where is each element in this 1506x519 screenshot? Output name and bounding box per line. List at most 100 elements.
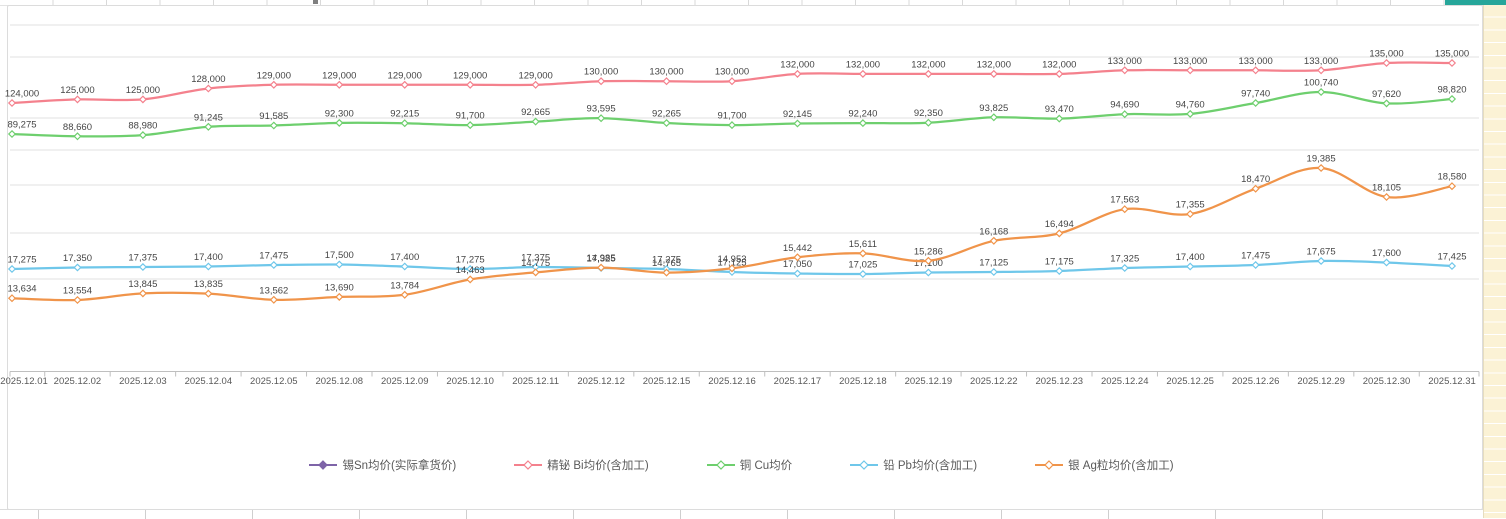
data-point-marker[interactable] — [1447, 94, 1457, 104]
x-axis-label[interactable]: 2025.12.26 — [1232, 376, 1280, 387]
data-point-marker[interactable] — [269, 295, 278, 304]
x-axis-label[interactable]: 2025.12.01 — [0, 376, 48, 387]
data-point-marker[interactable] — [989, 113, 998, 122]
data-point-marker[interactable] — [989, 267, 998, 277]
chart-area[interactable] — [7, 5, 1483, 510]
legend-item-cu[interactable]: 铜 Cu均价 — [706, 457, 792, 473]
data-point-marker[interactable] — [138, 95, 147, 104]
data-point-marker[interactable] — [924, 268, 933, 277]
data-point-marker[interactable] — [1120, 110, 1129, 119]
x-axis-label[interactable]: 2025.12.04 — [185, 376, 233, 387]
x-axis-label[interactable]: 2025.12.16 — [708, 376, 756, 387]
data-point-marker[interactable] — [924, 69, 933, 78]
data-point-marker[interactable] — [858, 69, 867, 78]
data-point-marker[interactable] — [1317, 66, 1326, 75]
x-axis-label[interactable]: 2025.12.29 — [1297, 376, 1345, 387]
data-point-marker[interactable] — [1447, 261, 1457, 271]
x-axis-label[interactable]: 2025.12.22 — [970, 376, 1018, 387]
data-point-marker[interactable] — [7, 129, 17, 139]
legend-item-pb[interactable]: 铅 Pb均价(含加工) — [850, 457, 977, 473]
data-point-marker[interactable] — [335, 292, 344, 301]
data-point-marker[interactable] — [204, 84, 213, 93]
data-point-marker[interactable] — [989, 69, 998, 78]
data-point-marker[interactable] — [531, 117, 540, 126]
data-point-marker[interactable] — [858, 249, 867, 258]
data-point-marker[interactable] — [73, 95, 82, 104]
legend-item-sn[interactable]: 锡Sn均价(实际拿货价) — [309, 457, 456, 473]
data-point-marker[interactable] — [204, 262, 213, 271]
spreadsheet-right-column[interactable] — [1483, 5, 1506, 518]
data-point-marker[interactable] — [1251, 184, 1260, 193]
x-axis-label[interactable]: 2025.12.11 — [512, 376, 559, 387]
x-axis-label[interactable]: 2025.12.08 — [315, 376, 363, 387]
data-point-marker[interactable] — [400, 119, 409, 128]
data-point-marker[interactable] — [727, 77, 737, 86]
data-point-marker[interactable] — [269, 260, 278, 270]
data-point-marker[interactable] — [858, 119, 867, 128]
series-line-ag[interactable] — [10, 166, 1454, 302]
data-point-marker[interactable] — [466, 80, 475, 89]
data-point-marker[interactable] — [269, 80, 278, 89]
x-axis-label[interactable]: 2025.12.03 — [119, 376, 167, 387]
data-point-marker[interactable] — [597, 114, 606, 123]
data-point-marker[interactable] — [1382, 192, 1391, 202]
data-point-marker[interactable] — [73, 263, 82, 272]
data-point-marker[interactable] — [793, 69, 802, 78]
data-point-marker[interactable] — [662, 77, 671, 86]
data-point-marker[interactable] — [1120, 66, 1129, 75]
data-point-marker[interactable] — [924, 118, 933, 127]
x-axis-label[interactable]: 2025.12.18 — [839, 376, 887, 387]
legend-item-bi[interactable]: 精铋 Bi均价(含加工) — [514, 457, 649, 473]
data-point-marker[interactable] — [597, 77, 606, 86]
data-point-marker[interactable] — [1382, 58, 1391, 68]
data-point-marker[interactable] — [793, 253, 802, 262]
data-point-marker[interactable] — [1186, 109, 1195, 118]
x-axis-label[interactable]: 2025.12.24 — [1101, 376, 1149, 387]
x-axis-label[interactable]: 2025.12.30 — [1363, 376, 1411, 387]
data-point-marker[interactable] — [924, 256, 933, 265]
data-point-marker[interactable] — [1055, 229, 1064, 238]
data-point-marker[interactable] — [858, 269, 867, 279]
data-point-marker[interactable] — [1382, 258, 1391, 267]
data-point-marker[interactable] — [7, 264, 17, 274]
data-point-marker[interactable] — [400, 290, 409, 299]
data-point-marker[interactable] — [1186, 66, 1195, 75]
data-point-marker[interactable] — [793, 269, 802, 278]
data-point-marker[interactable] — [73, 132, 82, 141]
data-point-marker[interactable] — [1251, 66, 1260, 75]
data-point-marker[interactable] — [466, 121, 475, 130]
data-point-marker[interactable] — [138, 131, 147, 140]
x-axis-label[interactable]: 2025.12.02 — [54, 376, 102, 387]
data-point-marker[interactable] — [1120, 205, 1129, 214]
data-point-marker[interactable] — [466, 264, 475, 274]
data-point-marker[interactable] — [400, 80, 409, 89]
data-point-marker[interactable] — [138, 289, 147, 298]
x-axis-label[interactable]: 2025.12.23 — [1035, 376, 1083, 387]
x-axis-label[interactable]: 2025.12.17 — [774, 376, 822, 387]
data-point-marker[interactable] — [531, 80, 540, 89]
data-point-marker[interactable] — [400, 262, 409, 271]
x-axis-label[interactable]: 2025.12.15 — [643, 376, 691, 387]
legend-item-ag[interactable]: 银 Ag粒均价(含加工) — [1035, 457, 1174, 473]
data-point-marker[interactable] — [1382, 99, 1391, 108]
x-axis-label[interactable]: 2025.12.31 — [1428, 376, 1476, 387]
data-point-marker[interactable] — [7, 98, 17, 108]
x-axis-label[interactable]: 2025.12.25 — [1166, 376, 1214, 387]
data-point-marker[interactable] — [1055, 69, 1064, 78]
data-point-marker[interactable] — [1055, 266, 1064, 276]
x-axis-label[interactable]: 2025.12.12 — [577, 376, 625, 387]
data-point-marker[interactable] — [531, 268, 540, 277]
data-point-marker[interactable] — [138, 262, 147, 272]
x-axis-label[interactable]: 2025.12.19 — [905, 376, 953, 387]
data-point-marker[interactable] — [727, 121, 737, 130]
data-point-marker[interactable] — [662, 268, 671, 277]
data-point-marker[interactable] — [466, 275, 475, 284]
data-point-marker[interactable] — [1186, 209, 1195, 219]
data-point-marker[interactable] — [1186, 262, 1195, 271]
data-point-marker[interactable] — [335, 80, 344, 89]
data-point-marker[interactable] — [1120, 263, 1129, 273]
data-point-marker[interactable] — [1447, 58, 1457, 68]
data-point-marker[interactable] — [204, 289, 213, 298]
data-point-marker[interactable] — [597, 263, 606, 272]
data-point-marker[interactable] — [204, 122, 213, 131]
